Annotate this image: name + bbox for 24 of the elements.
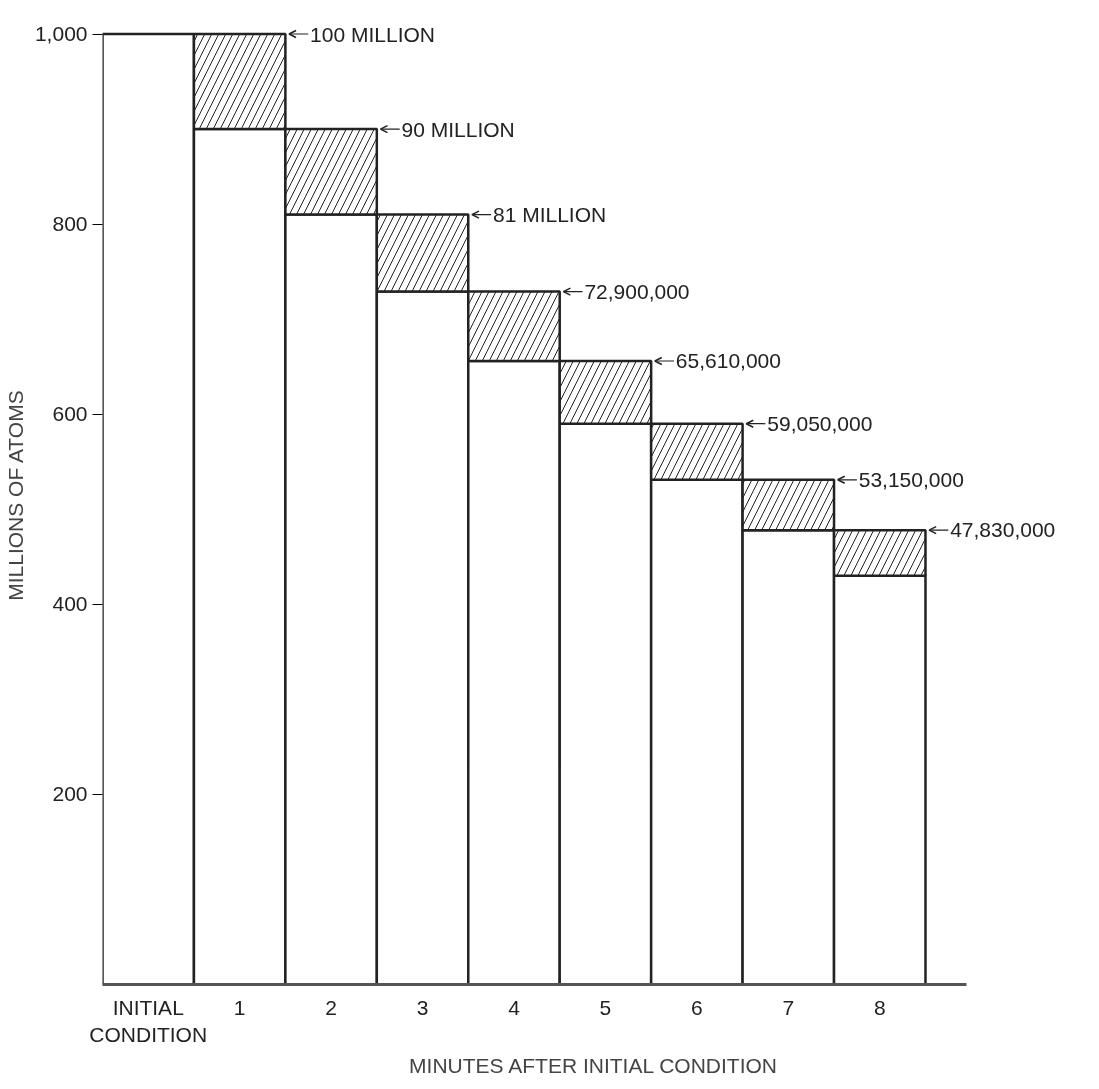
x-tick-label: 6: [691, 995, 703, 1019]
x-tick-label: 4: [508, 995, 521, 1019]
y-tick-label: 400: [52, 592, 88, 616]
y-tick-label: 200: [52, 782, 88, 806]
annotation: 59,050,000: [767, 411, 873, 435]
x-tick-label: 8: [873, 995, 886, 1019]
annotation: 100 MILLION: [310, 22, 435, 46]
y-tick-label: 800: [52, 212, 88, 236]
annotation: 90 MILLION: [401, 117, 515, 141]
x-tick-label: 5: [599, 995, 612, 1019]
x-axis-title: MINUTES AFTER INITIAL CONDITION: [409, 1054, 777, 1078]
x-tick-label: 7: [782, 995, 795, 1019]
y-axis-title: MILLIONS OF ATOMS: [3, 390, 27, 601]
y-tick-label: 1,000: [34, 22, 88, 46]
y-tick-label: 600: [52, 402, 88, 426]
annotation: 47,830,000: [950, 518, 1056, 542]
annotation: 53,150,000: [858, 467, 964, 491]
x-tick-label: INITIAL CONDITION: [89, 995, 208, 1047]
x-tick-label: 3: [416, 995, 429, 1019]
annotation: 72,900,000: [584, 279, 690, 303]
x-tick-label: 1: [233, 995, 246, 1019]
annotation: 81 MILLION: [492, 203, 607, 227]
annotation: 65,610,000: [675, 348, 781, 372]
x-tick-label: 2: [325, 995, 337, 1019]
